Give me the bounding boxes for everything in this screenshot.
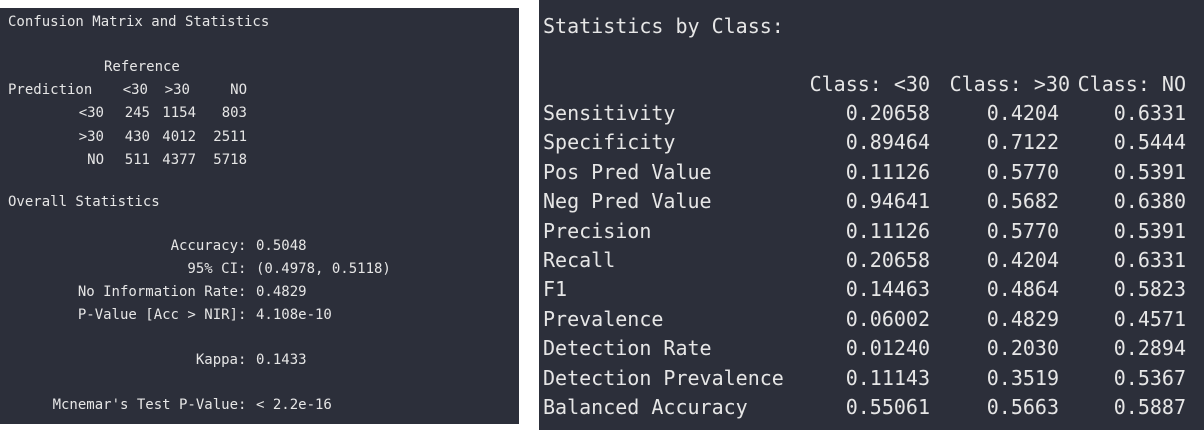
matrix-row-label: >30 [78, 129, 104, 145]
class-col-header: Class: NO [1077, 72, 1186, 96]
class-row-value: 0.5444 [1113, 130, 1186, 154]
matrix-cell: 430 [124, 129, 150, 145]
class-row-label: Pos Pred Value [543, 160, 712, 184]
stat-label-nir: No Information Rate [77, 284, 238, 300]
by-class-title: Statistics by Class: [543, 14, 784, 38]
confusion-title: Confusion Matrix and Statistics [8, 14, 270, 30]
class-row-value: 0.5367 [1113, 366, 1186, 390]
class-row-value: 0.5770 [986, 219, 1059, 243]
class-row-value: 0.5823 [1113, 277, 1186, 301]
class-row-value: 0.4864 [986, 277, 1059, 301]
class-row-value: 0.2030 [986, 336, 1059, 360]
class-row-label: Specificity [543, 130, 676, 154]
class-row-value: 0.4204 [986, 248, 1059, 272]
stat-colon: : [238, 284, 247, 300]
class-row-value: 0.01240 [845, 336, 930, 360]
class-row-label: Detection Prevalence [543, 366, 784, 390]
class-row-label: Balanced Accuracy [543, 395, 748, 419]
class-row-value: 0.4829 [986, 307, 1059, 331]
overall-title: Overall Statistics [8, 194, 160, 210]
matrix-cell: 4012 [162, 129, 196, 145]
class-row-value: 0.2894 [1113, 336, 1186, 360]
class-row-value: 0.6331 [1113, 101, 1186, 125]
class-row-value: 0.3519 [986, 366, 1059, 390]
class-row-label: Detection Rate [543, 336, 712, 360]
class-row-value: 0.20658 [845, 101, 930, 125]
class-row-value: 0.20658 [845, 248, 930, 272]
stat-value-nir: 0.4829 [256, 284, 307, 300]
stat-colon: : [238, 261, 247, 277]
class-row-value: 0.5663 [986, 395, 1059, 419]
stat-value-mcnemar: < 2.2e-16 [256, 397, 332, 413]
class-row-value: 0.11126 [845, 160, 930, 184]
class-row-value: 0.6380 [1113, 189, 1186, 213]
matrix-cell: 245 [124, 105, 150, 121]
class-row-value: 0.14463 [845, 277, 930, 301]
stat-value-accuracy: 0.5048 [256, 238, 307, 254]
stat-label-accuracy: Accuracy [170, 238, 238, 254]
matrix-col-header: NO [230, 82, 247, 98]
class-row-label: Prevalence [543, 307, 664, 331]
stat-label-kappa: Kappa [195, 352, 238, 368]
prediction-label: Prediction [8, 82, 93, 98]
stat-value-pvalue: 4.108e-10 [256, 307, 332, 323]
class-row-label: Neg Pred Value [543, 189, 712, 213]
class-row-value: 0.4204 [986, 101, 1059, 125]
matrix-cell: 5718 [213, 152, 247, 168]
stat-label-mcnemar: Mcnemar's Test P-Value [52, 397, 238, 413]
class-row-value: 0.5682 [986, 189, 1059, 213]
class-row-value: 0.5770 [986, 160, 1059, 184]
matrix-row-label: NO [87, 152, 104, 168]
matrix-cell: 4377 [162, 152, 196, 168]
class-row-label: Sensitivity [543, 101, 676, 125]
class-row-label: Precision [543, 219, 652, 243]
class-row-value: 0.11126 [845, 219, 930, 243]
class-row-value: 0.4571 [1113, 307, 1186, 331]
class-row-value: 0.89464 [845, 130, 930, 154]
statistics-by-class-panel: Statistics by Class: Class: <30 Class: >… [539, 0, 1204, 430]
stat-colon: : [238, 307, 247, 323]
matrix-col-header: >30 [164, 82, 190, 98]
class-col-header: Class: <30 [809, 72, 930, 96]
class-row-label: Recall [543, 248, 616, 272]
reference-label: Reference [104, 59, 180, 75]
class-row-value: 0.5391 [1113, 160, 1186, 184]
stat-label-ci: 95% CI [187, 261, 238, 277]
class-row-value: 0.11143 [845, 366, 930, 390]
stat-value-kappa: 0.1433 [256, 352, 307, 368]
class-col-header: Class: >30 [949, 72, 1070, 96]
class-row-value: 0.06002 [845, 307, 930, 331]
class-row-value: 0.5887 [1113, 395, 1186, 419]
matrix-cell: 803 [221, 105, 247, 121]
stat-label-pvalue: P-Value [Acc > NIR] [77, 307, 238, 323]
matrix-row-label: <30 [78, 105, 104, 121]
class-row-label: F1 [543, 277, 568, 301]
matrix-cell: 2511 [213, 129, 247, 145]
stat-colon: : [238, 238, 247, 254]
class-row-value: 0.5391 [1113, 219, 1186, 243]
class-row-value: 0.6331 [1113, 248, 1186, 272]
stat-colon: : [238, 352, 247, 368]
class-row-value: 0.55061 [845, 395, 930, 419]
matrix-cell: 511 [124, 152, 150, 168]
stat-colon: : [238, 397, 247, 413]
class-row-value: 0.7122 [986, 130, 1059, 154]
matrix-cell: 1154 [162, 105, 196, 121]
class-row-value: 0.94641 [845, 189, 930, 213]
matrix-col-header: <30 [122, 82, 148, 98]
stat-value-ci: (0.4978, 0.5118) [256, 261, 391, 277]
confusion-matrix-panel: Confusion Matrix and Statistics Referenc… [0, 8, 519, 424]
